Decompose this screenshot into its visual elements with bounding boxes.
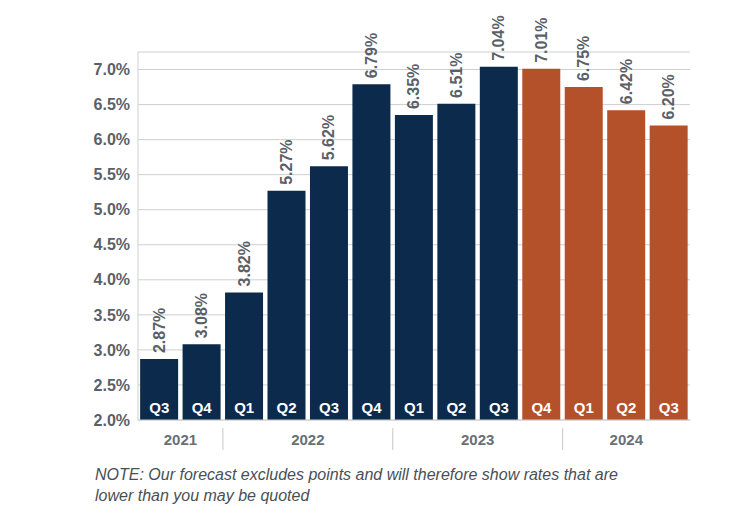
svg-text:6.79%: 6.79% bbox=[363, 33, 380, 78]
svg-text:6.5%: 6.5% bbox=[94, 96, 130, 113]
svg-text:Q3: Q3 bbox=[319, 399, 339, 416]
svg-text:Q1: Q1 bbox=[234, 399, 254, 416]
svg-text:2024: 2024 bbox=[610, 431, 644, 448]
svg-text:6.51%: 6.51% bbox=[448, 52, 465, 97]
svg-text:2.0%: 2.0% bbox=[94, 412, 130, 429]
svg-text:Q1: Q1 bbox=[574, 399, 594, 416]
svg-text:6.20%: 6.20% bbox=[660, 74, 677, 119]
svg-text:5.5%: 5.5% bbox=[94, 166, 130, 183]
svg-text:Q2: Q2 bbox=[446, 399, 466, 416]
svg-text:2.5%: 2.5% bbox=[94, 377, 130, 394]
svg-text:Q4: Q4 bbox=[192, 399, 213, 416]
svg-text:5.0%: 5.0% bbox=[94, 201, 130, 218]
svg-text:3.08%: 3.08% bbox=[193, 293, 210, 338]
html-text:NOTE: Our forecast excludes po: NOTE: Our forecast excludes points and w… bbox=[95, 466, 618, 504]
svg-text:2022: 2022 bbox=[291, 431, 324, 448]
svg-text:3.0%: 3.0% bbox=[94, 342, 130, 359]
svg-text:Q3: Q3 bbox=[149, 399, 169, 416]
svg-text:2021: 2021 bbox=[164, 431, 197, 448]
svg-text:3.5%: 3.5% bbox=[94, 307, 130, 324]
svg-text:3.82%: 3.82% bbox=[236, 241, 253, 286]
svg-text:7.04%: 7.04% bbox=[490, 15, 507, 60]
svg-text:Q1: Q1 bbox=[404, 399, 424, 416]
svg-text:5.62%: 5.62% bbox=[320, 115, 337, 160]
svg-text:6.35%: 6.35% bbox=[405, 64, 422, 109]
svg-text:4.5%: 4.5% bbox=[94, 236, 130, 253]
svg-text:Q2: Q2 bbox=[277, 399, 297, 416]
svg-text:7.01%: 7.01% bbox=[533, 17, 550, 62]
svg-text:Q4: Q4 bbox=[362, 399, 383, 416]
svg-text:Q4: Q4 bbox=[531, 399, 552, 416]
svg-text:Q3: Q3 bbox=[489, 399, 509, 416]
svg-text:2023: 2023 bbox=[461, 431, 494, 448]
svg-text:Q2: Q2 bbox=[616, 399, 636, 416]
svg-text:2.87%: 2.87% bbox=[151, 308, 168, 353]
svg-text:Q3: Q3 bbox=[659, 399, 679, 416]
svg-text:4.0%: 4.0% bbox=[94, 271, 130, 288]
svg-text:6.75%: 6.75% bbox=[575, 36, 592, 81]
svg-text:6.0%: 6.0% bbox=[94, 131, 130, 148]
svg-text:7.0%: 7.0% bbox=[94, 61, 130, 78]
svg-text:5.27%: 5.27% bbox=[278, 139, 295, 184]
svg-text:6.42%: 6.42% bbox=[618, 59, 635, 104]
